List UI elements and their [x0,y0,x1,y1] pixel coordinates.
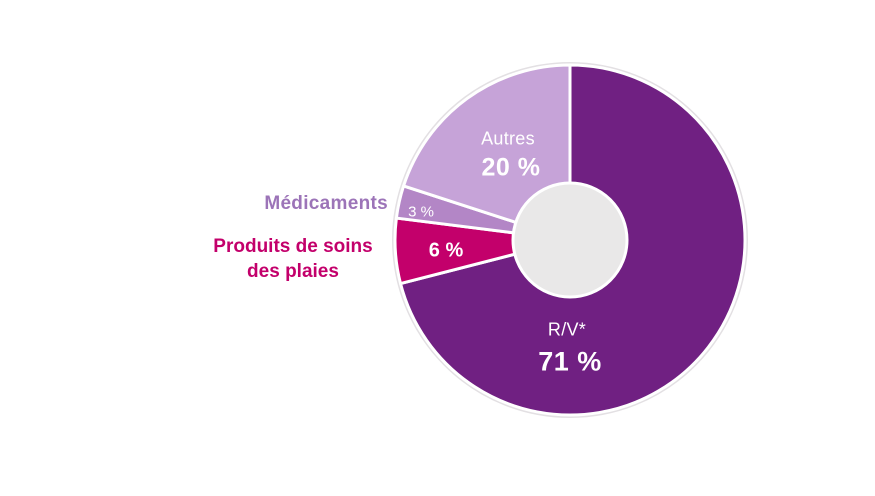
slice-value-medicaments: 3 % [408,203,434,221]
pie-outer-ring [392,62,748,418]
slice-value-rv: 71 % [538,346,602,377]
slice-label-rv: R/V* [547,319,587,340]
slice-value-autres: 20 % [481,153,541,182]
pie-slice-autres [402,63,572,242]
outside-label-medicaments: Médicaments [264,193,388,214]
donut-hole [511,181,629,299]
slice-label-autres: Autres [481,128,535,149]
slice-value-plaies: 6 % [428,239,464,262]
outside-label-plaies-line1: Produits de soins [213,236,373,257]
outside-label-plaies: Produits de soins des plaies [213,234,372,284]
outside-label-plaies-line2: des plaies [247,261,339,282]
